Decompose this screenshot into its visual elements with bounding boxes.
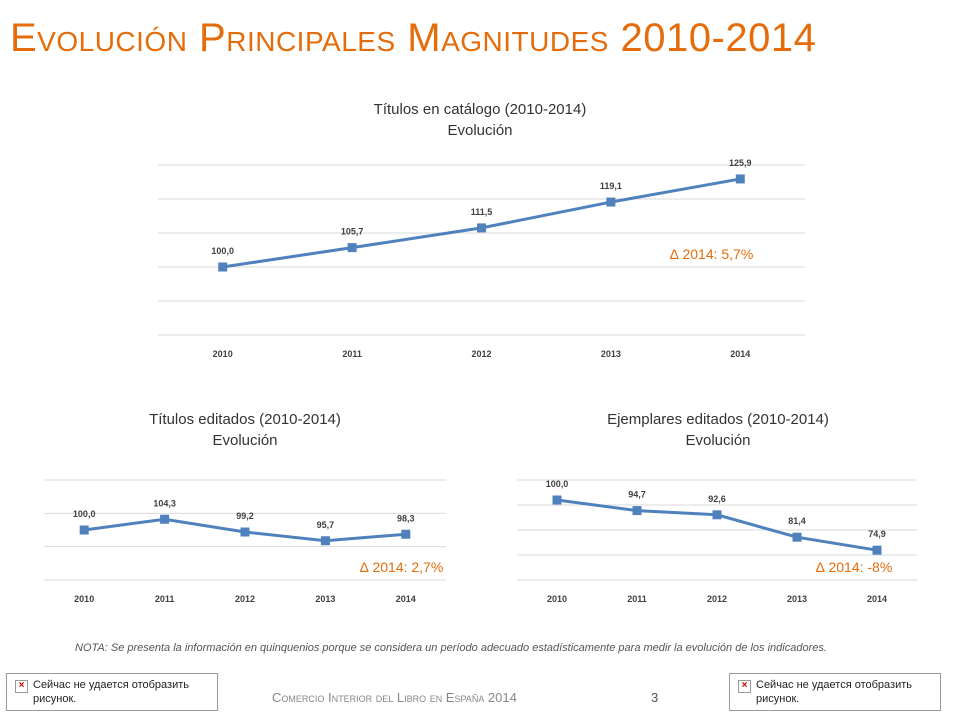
chart-1-title-block: Títulos en catálogo (2010-2014) Evolució… [330,99,630,141]
broken-image-message: Сейчас не удается отобразить рисунок. [756,679,912,705]
data-label: 98,3 [397,513,415,523]
data-label: 105,7 [341,227,364,237]
page-title: Evolución Principales Magnitudes 2010-20… [10,16,817,60]
chart-3-svg: 100,0 2010 94,7 2011 92,6 2012 81,4 2013 74,9 201… [517,479,917,604]
data-label: 111,5 [471,207,493,217]
series-line [222,177,741,269]
chart-2-svg: 100,0 2010 104,3 2011 99,2 2012 95,7 2013 98,3 20… [44,479,446,604]
series-line [556,498,878,552]
chart-2-delta-annotation: ∆ 2014: 2,7% [360,559,444,575]
x-tick-label: 2013 [601,349,621,359]
data-point [552,495,562,505]
chart-1-title: Títulos en catálogo (2010-2014) [373,101,587,118]
data-point [218,262,228,272]
data-point [347,243,357,253]
data-label: 95,7 [317,520,335,530]
x-tick-label: 2012 [707,594,727,604]
x-tick-label: 2010 [547,594,567,604]
broken-image-placeholder-right: × Сейчас не удается отобразить рисунок. [729,673,941,711]
data-point [712,510,722,520]
chart-3-title: Ejemplares editados (2010-2014) [607,411,829,428]
data-point [792,532,802,542]
data-point [735,174,745,184]
chart-3-subtitle: Evolución [685,432,751,449]
footnote: NOTA: Se presenta la información en quin… [75,642,827,654]
data-label: 100,0 [211,246,234,256]
chart-3-title-block: Ejemplares editados (2010-2014) Evolució… [568,409,868,451]
chart-1-delta-annotation: ∆ 2014: 5,7% [670,246,754,262]
x-tick-label: 2011 [342,349,362,359]
data-label: 94,7 [628,490,646,500]
x-tick-label: 2014 [867,594,887,604]
data-label: 99,2 [236,511,254,521]
x-tick-label: 2014 [396,594,416,604]
x-tick-label: 2011 [627,594,647,604]
chart-1-subtitle: Evolución [447,122,513,139]
data-point [320,536,330,546]
x-tick-label: 2013 [315,594,335,604]
x-tick-label: 2010 [74,594,94,604]
data-label: 100,0 [546,479,569,489]
chart-1-svg: 100,0 2010 105,7 2011 111,5 2012 119,1 2013 125,… [158,158,805,359]
data-label: 119,1 [600,181,622,191]
chart-2-subtitle: Evolución [212,432,278,449]
x-tick-label: 2013 [787,594,807,604]
x-tick-label: 2011 [155,594,175,604]
broken-image-icon: × [738,680,751,693]
data-point [79,525,89,535]
data-point [606,197,616,207]
page-number: 3 [651,690,659,705]
chart-3-delta-annotation: ∆ 2014: -8% [816,559,893,575]
data-point [160,514,170,524]
x-tick-label: 2010 [213,349,233,359]
data-point [632,506,642,516]
data-label: 81,4 [788,516,806,526]
x-tick-label: 2012 [235,594,255,604]
data-point [240,527,250,537]
data-label: 125,9 [729,158,752,168]
broken-image-placeholder-left: × Сейчас не удается отобразить рисунок. [6,673,218,711]
x-tick-label: 2014 [730,349,750,359]
broken-image-icon: × [15,680,28,693]
data-label: 100,0 [73,509,96,519]
broken-image-message: Сейчас не удается отобразить рисунок. [33,679,189,705]
data-point [401,529,411,539]
data-label: 104,3 [153,498,176,508]
x-tick-label: 2012 [471,349,491,359]
data-label: 74,9 [868,529,886,539]
chart-2-title: Títulos editados (2010-2014) [149,411,341,428]
data-point [477,223,486,233]
data-point [872,545,882,555]
data-label: 92,6 [708,494,726,504]
footer-text: Comercio Interior del Libro en España 20… [272,690,517,705]
chart-2-title-block: Títulos editados (2010-2014) Evolución [95,409,395,451]
